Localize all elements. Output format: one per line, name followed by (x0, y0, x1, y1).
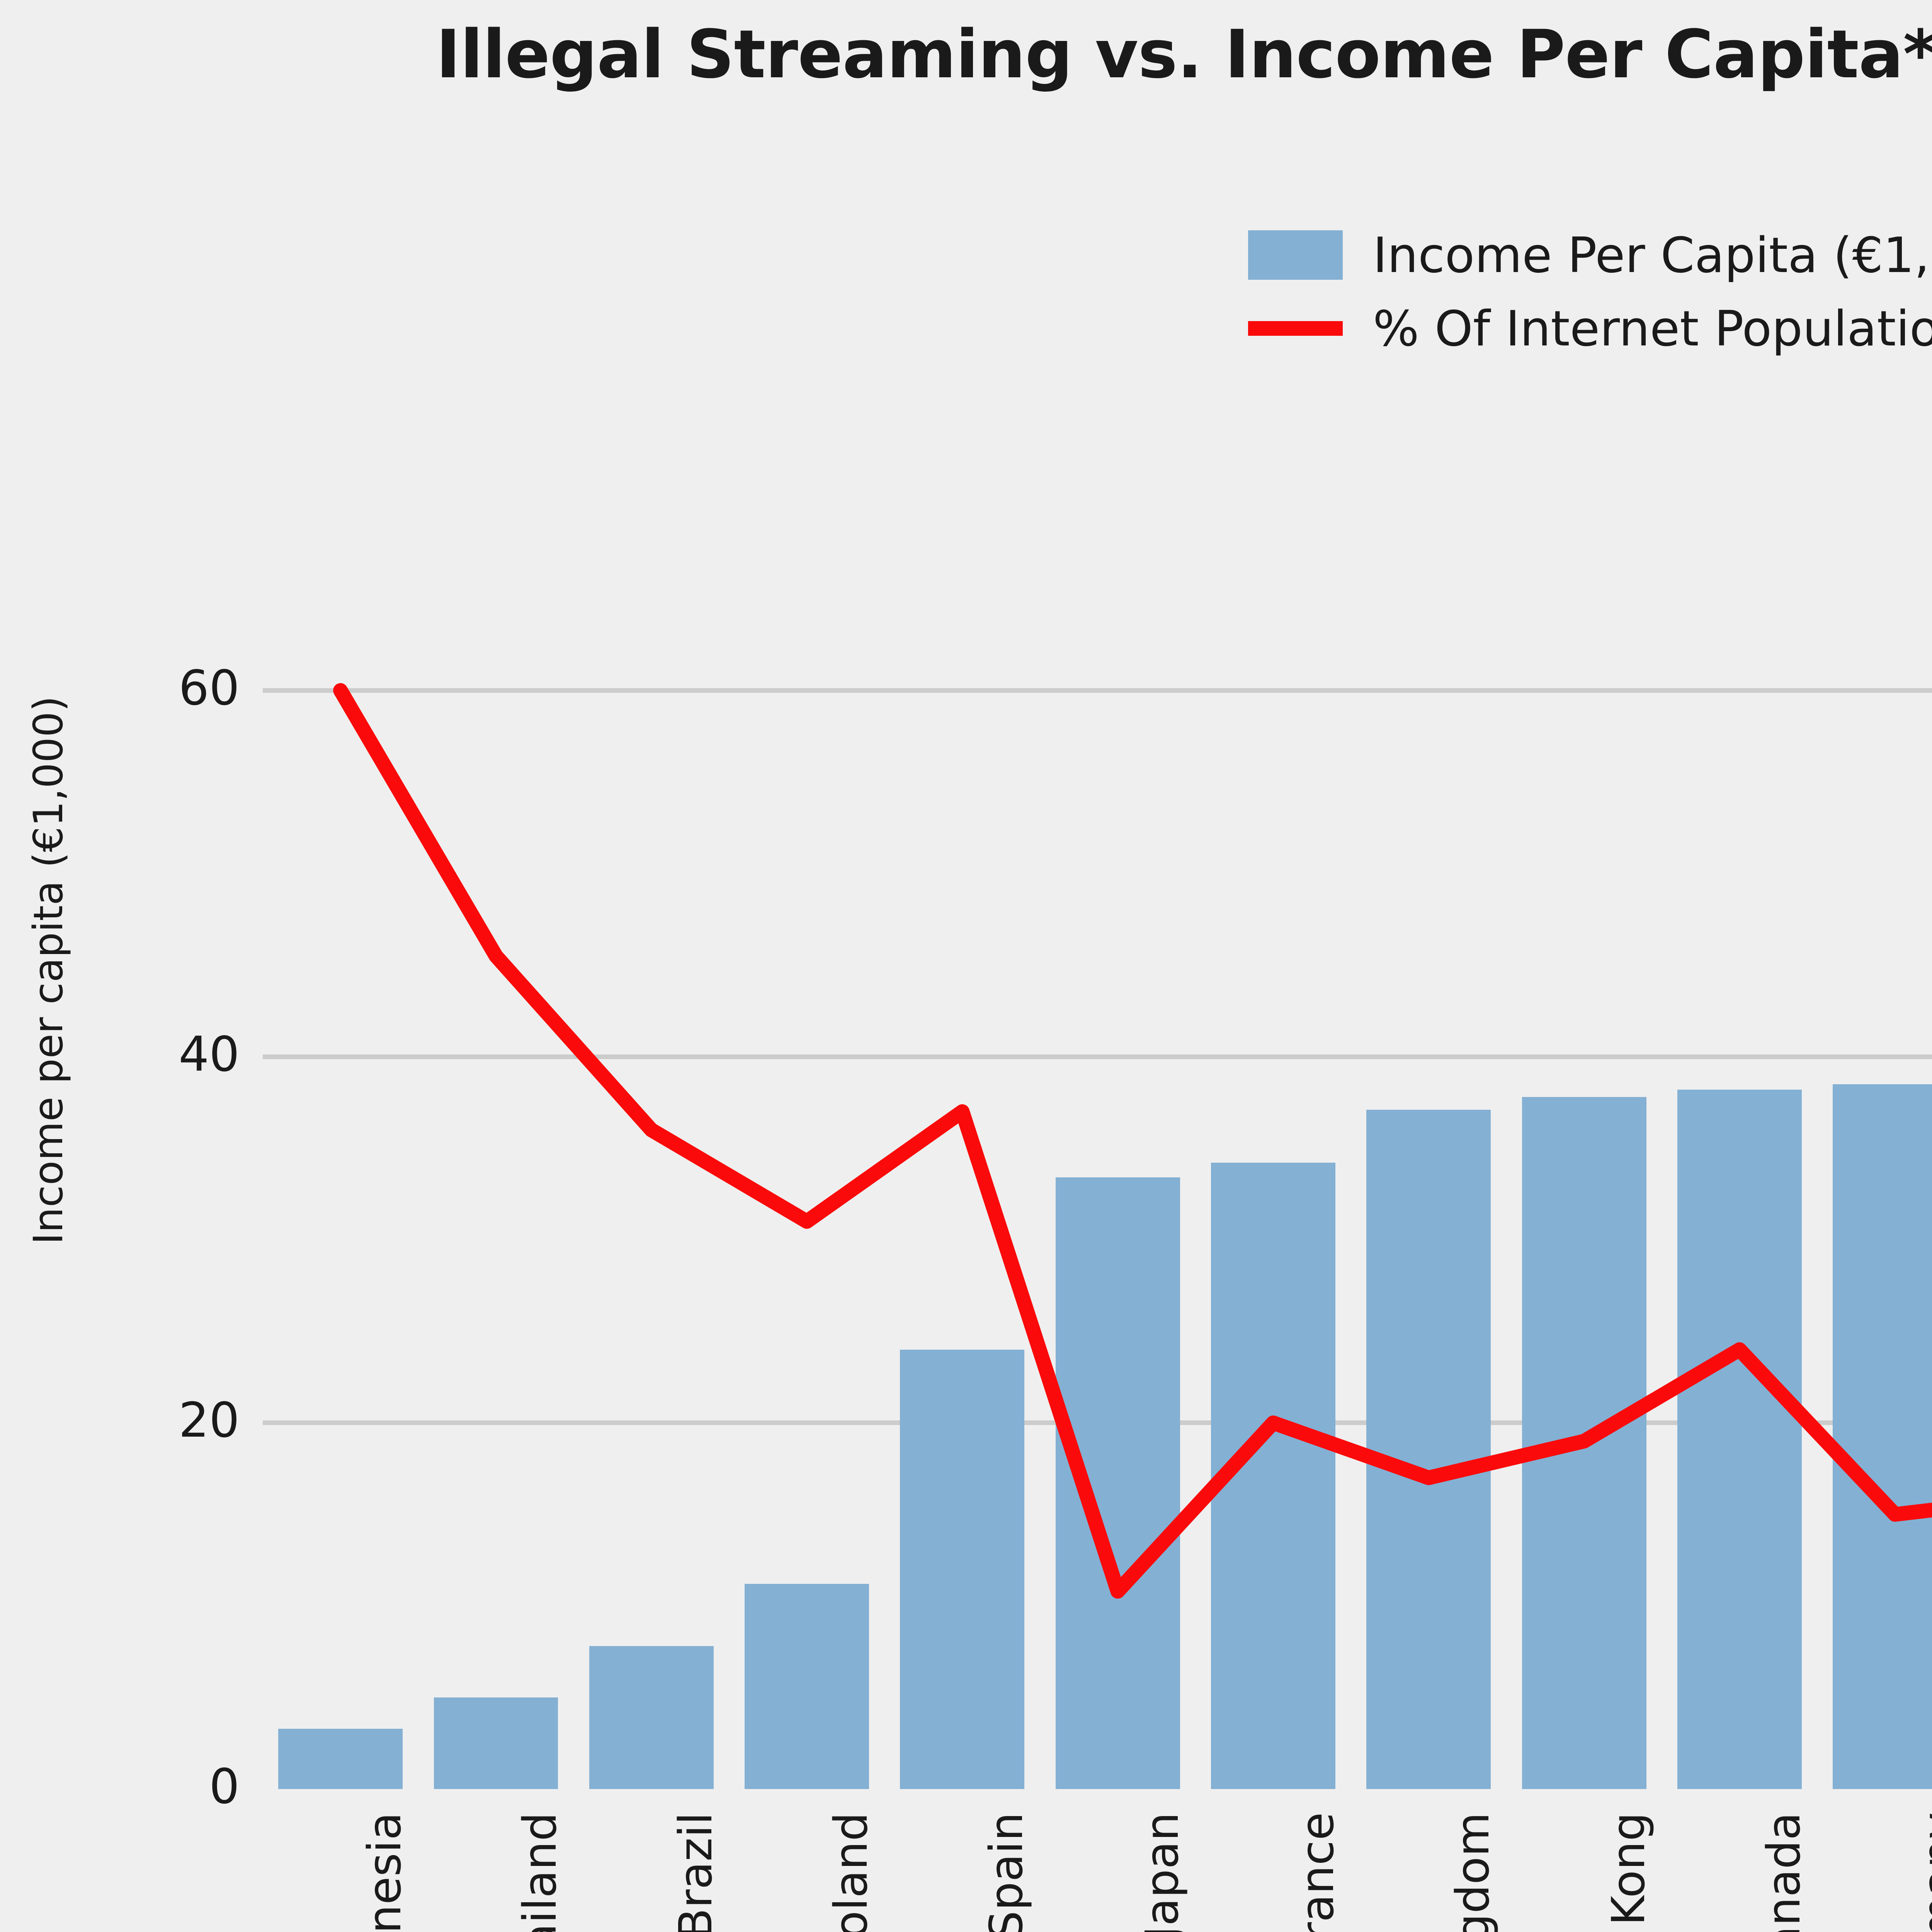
x-axis-label-thailand: Thailand (513, 1812, 567, 1932)
chart-legend: Income Per Capita (€1,000) % Of Internet… (1248, 218, 1932, 365)
internet-population-line (333, 683, 1932, 1599)
gridline-40 (263, 1054, 1932, 1059)
y-axis-left-tick-20: 20 (179, 1393, 240, 1449)
bar-canada[interactable] (1677, 1089, 1802, 1789)
bar-poland[interactable] (745, 1584, 869, 1789)
legend-bar-swatch-icon (1248, 230, 1343, 280)
gridline-60 (263, 688, 1932, 693)
x-axis-label-germany: Germany (1912, 1812, 1932, 1932)
line-series (333, 683, 1932, 1599)
x-axis-label-spain: Spain (980, 1812, 1033, 1932)
bar-germany[interactable] (1833, 1084, 1932, 1789)
x-axis-label-japan: Japan (1135, 1812, 1189, 1932)
bar-brazil[interactable] (589, 1646, 714, 1789)
legend-line-swatch-icon (1248, 321, 1343, 336)
page-title: Illegal Streaming vs. Income Per Capita*… (436, 15, 1932, 93)
x-axis-label-canada: Canada (1757, 1812, 1810, 1932)
bar-indonesia[interactable] (278, 1728, 403, 1789)
plot-area (263, 599, 1932, 1789)
legend-label-internet-population: % Of Internet Population (1373, 300, 1932, 357)
legend-label-income-per-capita: Income Per Capita (€1,000) (1373, 226, 1932, 284)
bar-spain[interactable] (900, 1349, 1025, 1789)
y-axis-left-tick-60: 60 (179, 660, 240, 716)
legend-item-internet-population[interactable]: % Of Internet Population (1248, 292, 1932, 365)
x-axis-label-brazil: Brazil (668, 1812, 722, 1932)
x-axis-label-poland: Poland (824, 1812, 878, 1932)
x-axis-label-indonesia: Indonesia (358, 1812, 412, 1932)
x-axis-label-hong-kong: Hong Kong (1602, 1812, 1655, 1932)
legend-item-income-per-capita[interactable]: Income Per Capita (€1,000) (1248, 218, 1932, 292)
y-axis-left-tick-0: 0 (209, 1759, 240, 1815)
bar-united-kingdom[interactable] (1366, 1110, 1491, 1789)
y-axis-left-tick-40: 40 (179, 1026, 240, 1082)
bar-thailand[interactable] (434, 1697, 558, 1789)
y-axis-left-title: Income per capita (€1,000) (25, 696, 72, 1245)
x-axis-label-france: France (1291, 1812, 1344, 1932)
x-axis-label-united-kingdom: United Kingdom (1446, 1812, 1499, 1932)
